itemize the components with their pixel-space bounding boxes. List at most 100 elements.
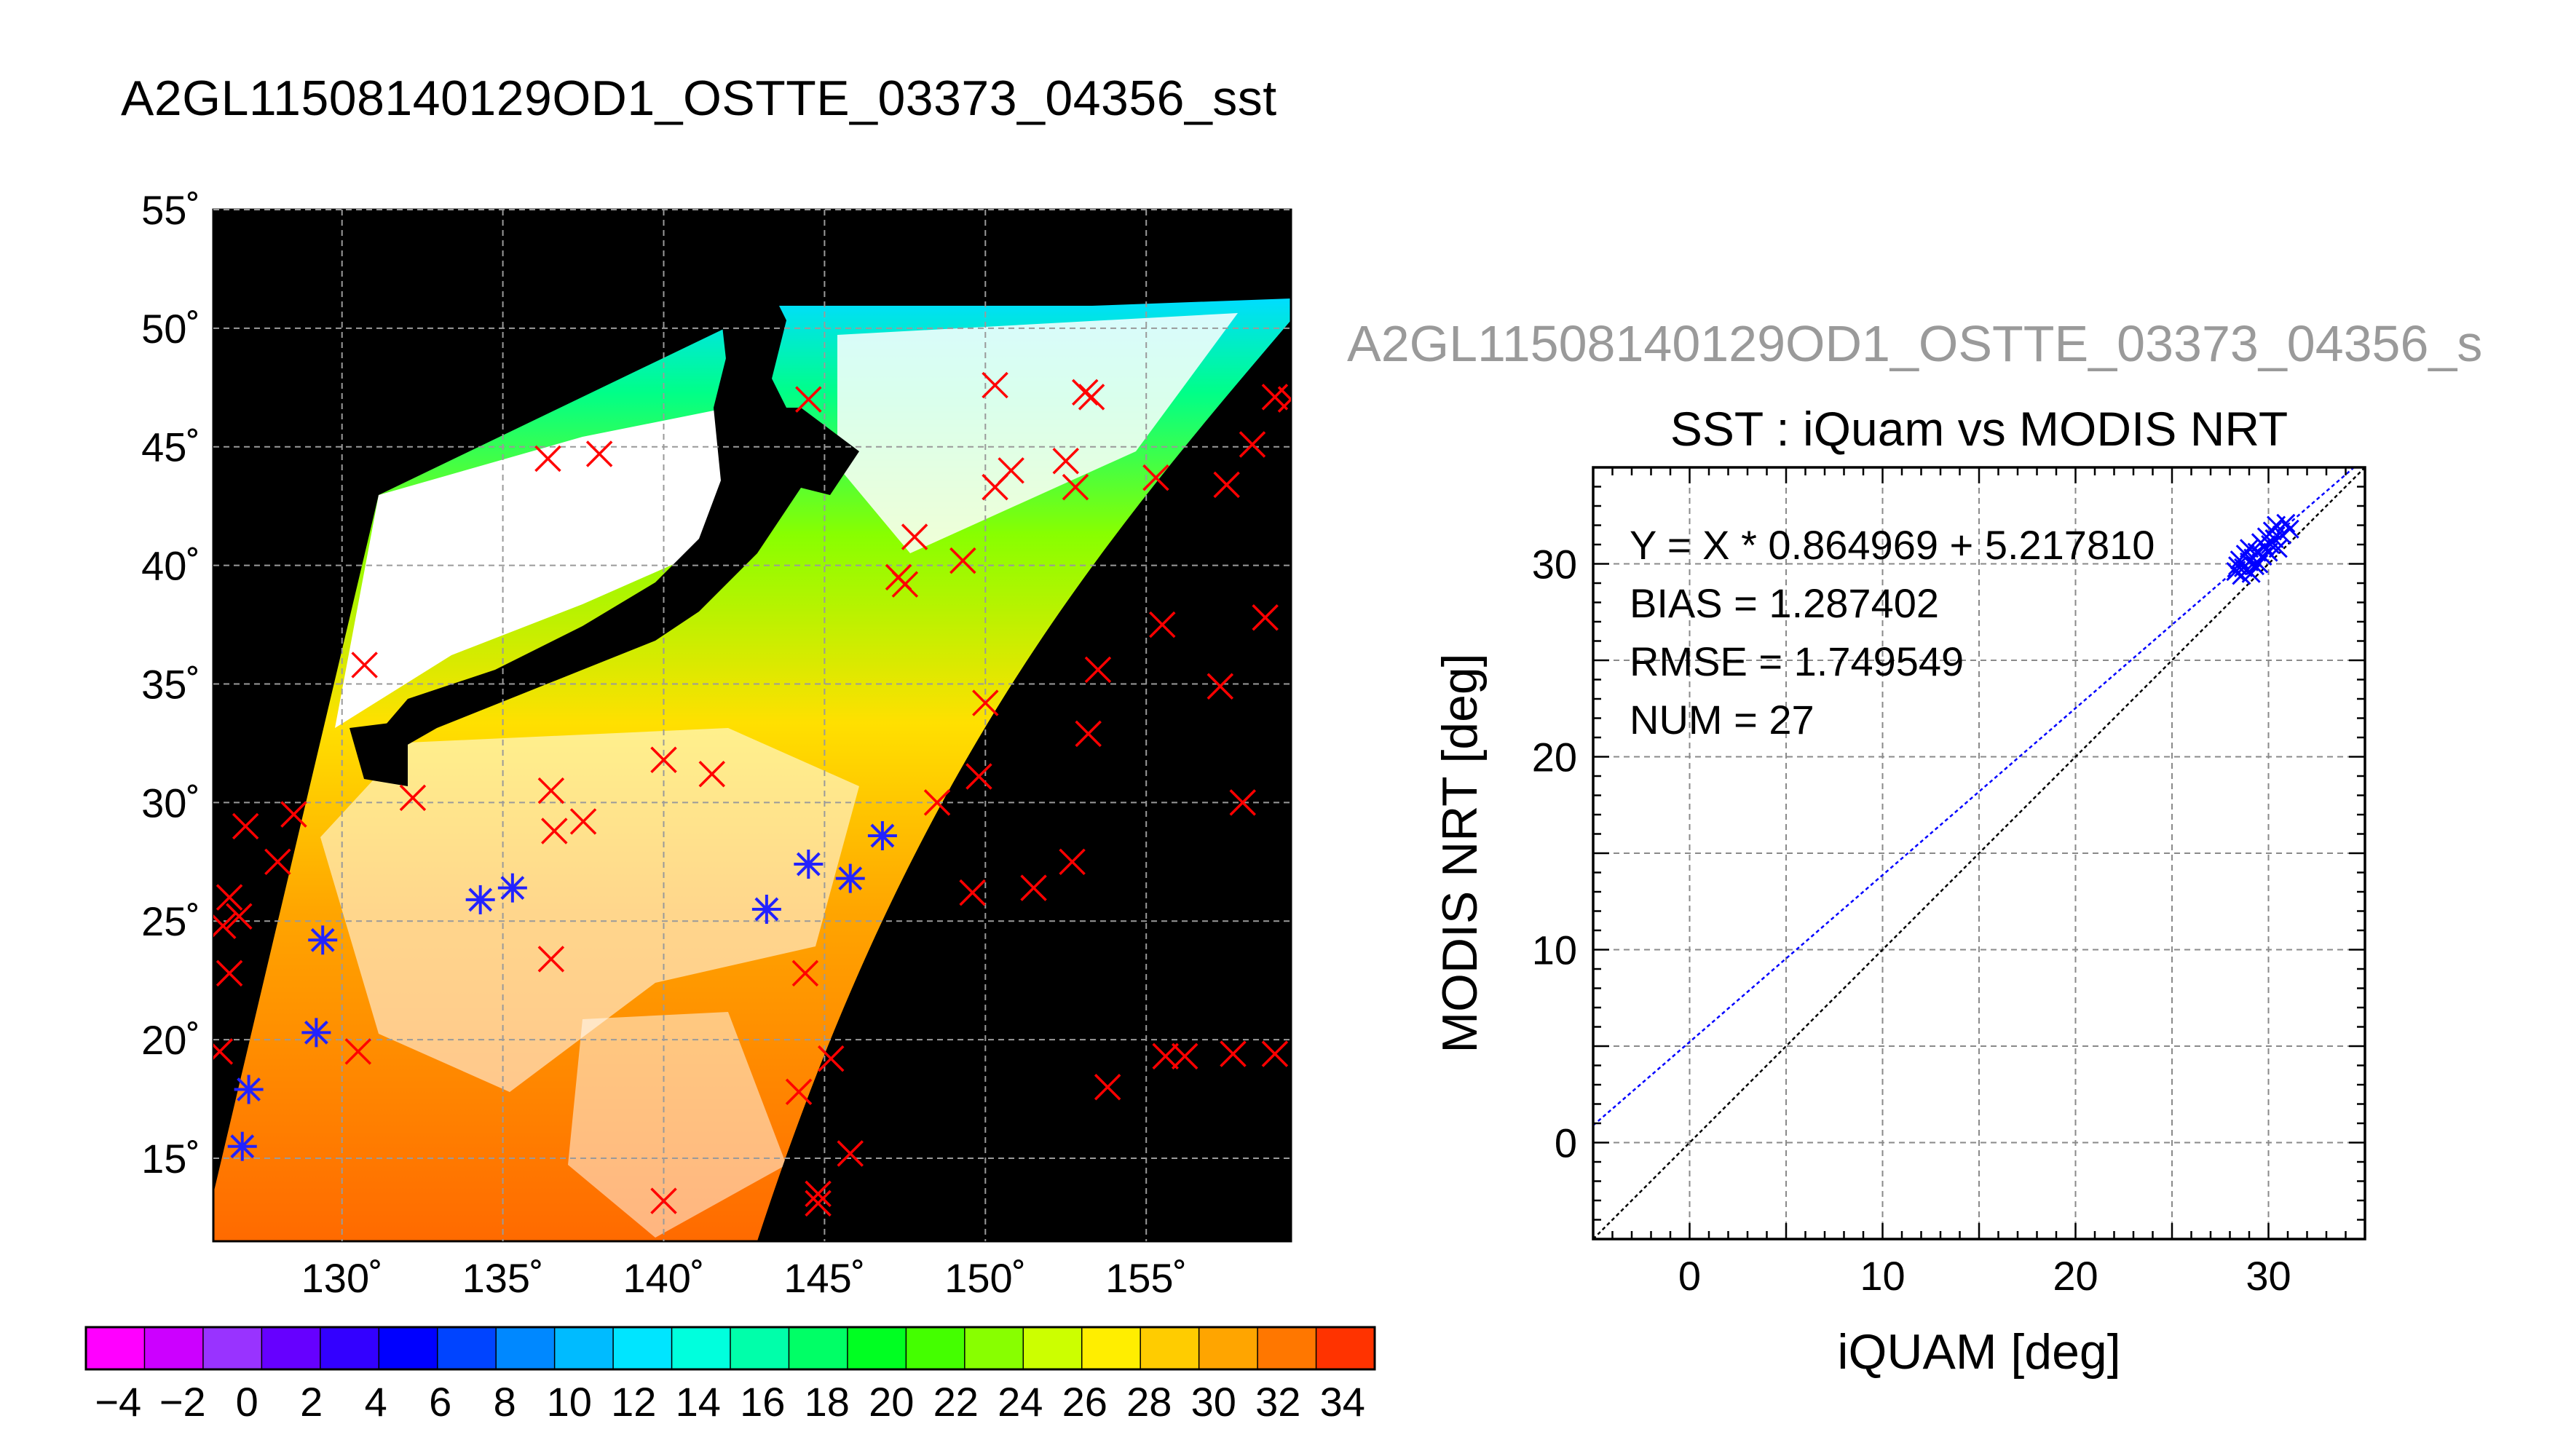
blue-star-marker (227, 1131, 257, 1161)
colorbar-cell (1081, 1327, 1141, 1369)
scatter-panel: SST : iQuam vs MODIS NRT 0 10 20 300102030 … (1432, 402, 2366, 1380)
colorbar-label: 10 (547, 1379, 592, 1425)
red-x-marker (1252, 604, 1279, 631)
red-x-marker (650, 1187, 677, 1214)
land-japan (364, 277, 816, 757)
colorbar-cell (202, 1327, 262, 1369)
red-x-marker (1213, 471, 1240, 499)
map-title: A2GL11508140129OD1_OSTTE_03373_04356_sst (121, 71, 1277, 126)
colorbar-cell (437, 1327, 497, 1369)
scatter-xlabel: iQUAM [deg] (1837, 1324, 2120, 1380)
colorbar-label: 24 (998, 1379, 1043, 1425)
red-x-marker (1152, 1042, 1179, 1070)
red-x-marker (1239, 431, 1266, 458)
map-markers (213, 371, 1291, 1217)
red-x-marker (280, 801, 307, 828)
red-x-marker (1277, 386, 1291, 413)
annotation-bias: BIAS = 1.287402 (1630, 580, 1939, 626)
scatter-ytick-label: 20 (1532, 735, 1577, 780)
colorbar-label: 14 (676, 1379, 721, 1425)
red-x-marker (216, 960, 243, 987)
scatter-xtick-label: 30 (2246, 1253, 2291, 1299)
red-x-marker (805, 1190, 832, 1217)
scatter-file-title: A2GL11508140129OD1_OSTTE_03373_04356_s (1347, 315, 2483, 372)
red-x-marker (1261, 384, 1289, 411)
red-x-marker (923, 789, 951, 816)
lat-tick-label: 25˚ (141, 898, 200, 944)
blue-star-marker (867, 820, 897, 850)
red-x-marker (949, 547, 976, 574)
lat-tick-label: 45˚ (141, 424, 200, 470)
red-x-marker (232, 812, 259, 840)
red-x-marker (1261, 1040, 1289, 1067)
red-x-marker (805, 1180, 832, 1208)
red-x-marker (537, 946, 565, 973)
scatter-ytick-label: 30 (1532, 542, 1577, 587)
colorbar-label: 16 (740, 1379, 785, 1425)
lat-tick-label: 20˚ (141, 1017, 200, 1063)
map-tick-labels: 130˚ 135˚ 140˚ 145˚ 150˚ 155˚ 15˚ 20˚ 25˚ 30˚ 35˚ 4… (141, 187, 1187, 1301)
colorbar-label: 12 (611, 1379, 656, 1425)
colorbar-cell (86, 1327, 145, 1369)
colorbar-cell (1257, 1327, 1317, 1369)
map-frame (212, 208, 1292, 1243)
red-x-marker (399, 784, 427, 812)
colorbar-cell (964, 1327, 1024, 1369)
blue-star-marker (301, 1018, 331, 1048)
blue-star-marker (234, 1075, 264, 1104)
red-x-marker (972, 689, 999, 716)
colorbar-cell (1316, 1327, 1375, 1369)
scatter-xtick-label: 10 (1860, 1253, 1905, 1299)
colorbar-label: 20 (869, 1379, 914, 1425)
lon-tick-label: 145˚ (783, 1255, 865, 1301)
red-x-marker (1059, 848, 1086, 876)
scatter-ticks: 0 10 20 30 0 10 20 30 (1532, 466, 2366, 1299)
red-x-marker (569, 808, 597, 835)
red-x-marker (1052, 448, 1079, 475)
red-x-marker (1084, 656, 1112, 684)
red-x-marker (537, 777, 565, 804)
scatter-ytick-label: 0 (1555, 1120, 1577, 1166)
blue-star-marker (308, 925, 338, 955)
red-x-marker (213, 1038, 234, 1065)
red-x-marker (959, 879, 986, 906)
annotation-num: NUM = 27 (1630, 697, 1814, 743)
land-hokkaido (743, 408, 859, 495)
lat-tick-label: 30˚ (141, 780, 200, 826)
scatter-point (2259, 542, 2278, 562)
colorbar-label: 28 (1126, 1379, 1172, 1425)
red-x-marker (1094, 1074, 1121, 1101)
red-x-marker (837, 1140, 864, 1167)
cloud-region (568, 1012, 786, 1238)
colorbar-label: 0 (236, 1379, 258, 1425)
scatter-point (2268, 539, 2288, 558)
lat-tick-label: 50˚ (141, 306, 200, 352)
lat-tick-label: 35˚ (141, 661, 200, 707)
blue-star-marker (497, 873, 527, 903)
scatter-xtick-label: 0 (1678, 1253, 1701, 1299)
colorbar-cell (554, 1327, 614, 1369)
scatter-point (2276, 513, 2296, 533)
scatter-points (2226, 513, 2299, 585)
blue-star-marker (751, 894, 781, 924)
lat-tick-label: 15˚ (141, 1136, 200, 1182)
colorbar: −4 −2 0 2 4 6 8 10 12 14 16 18 20 22 24 26 28 30 32 34 (84, 1326, 1376, 1425)
red-x-marker (534, 445, 561, 472)
scatter-ytick-label: 10 (1532, 927, 1577, 973)
lon-tick-label: 140˚ (623, 1255, 704, 1301)
red-x-marker (795, 386, 822, 413)
annotation-rmse: RMSE = 1.749549 (1630, 638, 1964, 684)
colorbar-cell (847, 1327, 907, 1369)
colorbar-label: 4 (365, 1379, 387, 1425)
lon-tick-label: 130˚ (301, 1255, 383, 1301)
colorbar-cell (1140, 1327, 1200, 1369)
scatter-xtick-label: 20 (2053, 1253, 2098, 1299)
colorbar-cell (789, 1327, 848, 1369)
land-sakhalin (721, 306, 765, 408)
lat-tick-label: 40˚ (141, 543, 200, 589)
colorbar-label: 2 (300, 1379, 323, 1425)
sst-map-panel: 130˚ 135˚ 140˚ 145˚ 150˚ 155˚ 15˚ 20˚ 25˚ 30˚ 35˚ 4… (141, 187, 1292, 1301)
colorbar-label: 34 (1320, 1379, 1365, 1425)
colorbar-label: 30 (1191, 1379, 1236, 1425)
colorbar-cell (379, 1327, 438, 1369)
